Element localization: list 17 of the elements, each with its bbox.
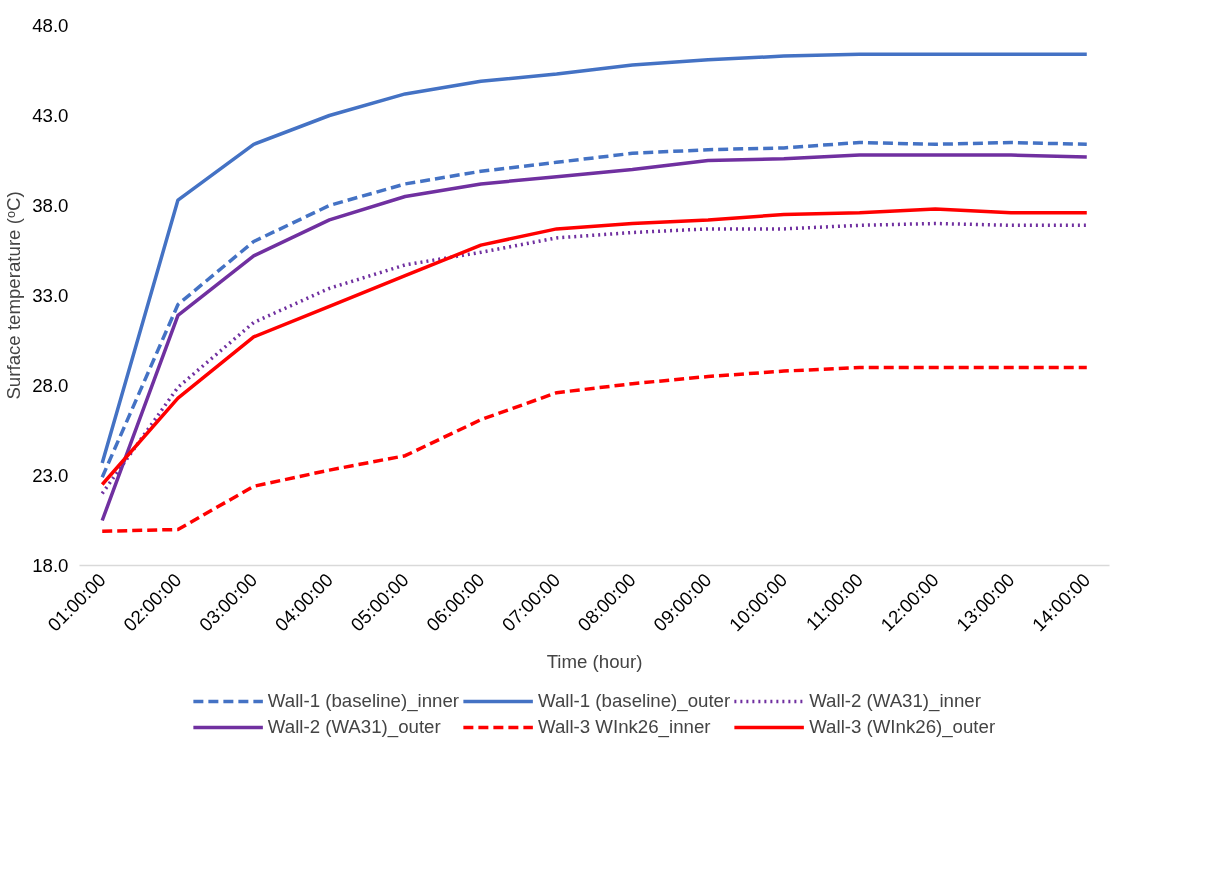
legend-label: Wall-3 WInk26_inner — [538, 716, 711, 738]
legend-label: Wall-1 (baseline)_inner — [267, 690, 460, 712]
y-tick-label: 43.0 — [32, 105, 69, 126]
y-tick-label: 18.0 — [32, 555, 69, 576]
y-axis-title: Surface temperature (ᵒC) — [3, 191, 25, 400]
y-tick-label: 28.0 — [32, 375, 69, 396]
legend-label: Wall-2 (WA31)_inner — [809, 690, 981, 712]
legend-label: Wall-1 (baseline)_outer — [538, 690, 731, 712]
y-tick-label: 48.0 — [32, 15, 69, 36]
y-tick-label: 33.0 — [32, 285, 69, 306]
y-tick-label: 23.0 — [32, 465, 69, 486]
line-series — [100, 365, 1089, 534]
legend-label: Wall-2 (WA31)_outer — [267, 716, 441, 738]
legend-label: Wall-3 (WInk26)_outer — [809, 716, 996, 738]
line-series — [100, 52, 1089, 465]
x-axis-title: Time (hour) — [546, 650, 643, 672]
y-tick-label: 38.0 — [32, 195, 69, 216]
